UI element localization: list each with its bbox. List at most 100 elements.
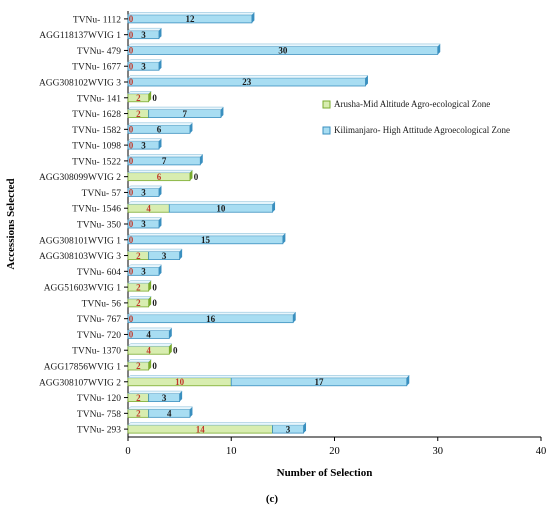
category-label: TVNu- 1582 bbox=[72, 126, 121, 136]
data-label-arusha: 0 bbox=[129, 330, 134, 340]
data-label-kilimanjaro: 3 bbox=[141, 30, 146, 40]
bar-top-face bbox=[127, 43, 441, 47]
bar-side-face bbox=[179, 249, 183, 260]
category-label: TVNu- 1628 bbox=[72, 110, 121, 120]
category-label: TVNu- 141 bbox=[77, 94, 121, 104]
data-label-arusha: 0 bbox=[129, 156, 134, 166]
legend: Arusha-Mid Altitude Agro-ecological Zone… bbox=[322, 99, 510, 135]
data-label-kilimanjaro: 30 bbox=[278, 46, 288, 56]
data-label-arusha: 2 bbox=[136, 361, 141, 371]
bar-side-face bbox=[158, 217, 162, 228]
data-label-kilimanjaro: 3 bbox=[141, 61, 146, 71]
category-label: TVNu- 293 bbox=[77, 426, 121, 436]
plot-area bbox=[127, 11, 541, 438]
category-label: TVNu- 1522 bbox=[72, 157, 121, 167]
bar-top-face bbox=[127, 280, 152, 284]
category-label: TVNu- 1098 bbox=[72, 142, 121, 152]
data-label-arusha: 0 bbox=[129, 61, 134, 71]
data-label-kilimanjaro: 0 bbox=[152, 282, 157, 292]
data-label-kilimanjaro: 4 bbox=[146, 330, 151, 340]
data-label-kilimanjaro: 3 bbox=[141, 267, 146, 277]
data-label-kilimanjaro: 3 bbox=[141, 140, 146, 150]
category-label: AGG308107WVIG 2 bbox=[39, 378, 121, 388]
data-label-arusha: 0 bbox=[129, 125, 134, 135]
bar-top-face bbox=[127, 185, 163, 189]
data-label-arusha: 6 bbox=[157, 172, 162, 182]
data-label-arusha: 2 bbox=[136, 393, 141, 403]
category-label: AGG308101WVIG 1 bbox=[39, 236, 121, 246]
bar-side-face bbox=[158, 28, 162, 39]
data-label-arusha: 0 bbox=[129, 188, 134, 198]
data-label-arusha: 2 bbox=[136, 298, 141, 308]
category-labels-group: TVNu- 1112 AGG118137WVIG 1 TVNu- 479 TVNu- … bbox=[39, 15, 128, 436]
data-label-kilimanjaro: 0 bbox=[194, 172, 199, 182]
data-label-kilimanjaro: 3 bbox=[286, 424, 291, 434]
data-label-kilimanjaro: 7 bbox=[162, 156, 167, 166]
bar-top-face bbox=[127, 422, 307, 426]
bar-side-face bbox=[179, 391, 183, 402]
data-label-kilimanjaro: 17 bbox=[315, 377, 325, 387]
bar-top-face bbox=[127, 264, 163, 268]
bar-side-face bbox=[200, 154, 203, 165]
data-label-arusha: 0 bbox=[129, 314, 134, 324]
bar-top-face bbox=[127, 327, 173, 331]
legend-swatch-kilimanjaro bbox=[322, 126, 331, 135]
data-label-arusha: 0 bbox=[129, 30, 134, 40]
data-label-arusha: 0 bbox=[129, 46, 134, 56]
x-ticks-group: 0 10 20 30 40 bbox=[125, 437, 546, 457]
data-label-kilimanjaro: 0 bbox=[173, 345, 178, 355]
data-label-arusha: 0 bbox=[129, 140, 134, 150]
category-label: TVNu- 758 bbox=[77, 410, 121, 420]
bar-top-face bbox=[127, 138, 163, 142]
bar-side-face bbox=[148, 280, 152, 292]
category-label: AGG308099WVIG 2 bbox=[39, 173, 121, 183]
category-label: TVNu- 767 bbox=[77, 315, 121, 325]
bar-side-face bbox=[251, 12, 255, 23]
category-label: TVNu- 1546 bbox=[72, 205, 121, 215]
x-axis-title: Number of Selection bbox=[277, 467, 373, 479]
bar-top-face bbox=[127, 201, 276, 205]
category-label: TVNu- 479 bbox=[77, 47, 121, 57]
x-tick-label: 20 bbox=[329, 446, 340, 457]
bar-side-face bbox=[158, 185, 162, 197]
x-tick-label: 40 bbox=[536, 446, 547, 457]
data-label-arusha: 0 bbox=[129, 267, 134, 277]
panel-label: (c) bbox=[266, 493, 279, 505]
data-label-kilimanjaro: 3 bbox=[162, 393, 167, 403]
data-label-arusha: 2 bbox=[136, 109, 141, 119]
category-label: AGG51603WVIG 1 bbox=[44, 284, 122, 294]
bar-side-face bbox=[272, 201, 276, 213]
bar-side-face bbox=[293, 312, 296, 323]
category-label: AGG17856WVIG 1 bbox=[44, 363, 122, 373]
data-label-arusha: 4 bbox=[146, 203, 151, 213]
bar-side-face bbox=[303, 422, 307, 434]
category-label: AGG308102WVIG 3 bbox=[39, 79, 121, 89]
bar-top-face bbox=[127, 406, 194, 410]
data-label-kilimanjaro: 0 bbox=[152, 298, 157, 308]
data-label-kilimanjaro: 16 bbox=[206, 314, 216, 324]
category-label: TVNu- 1370 bbox=[72, 347, 121, 357]
data-label-kilimanjaro: 0 bbox=[152, 93, 157, 103]
x-tick-label: 0 bbox=[125, 446, 130, 457]
bar-side-face bbox=[148, 296, 152, 307]
bar-side-face bbox=[437, 43, 441, 55]
bar-side-face bbox=[189, 122, 193, 134]
category-label: TVNu- 57 bbox=[82, 189, 122, 199]
bar-top-face bbox=[127, 122, 194, 126]
data-label-arusha: 0 bbox=[129, 77, 134, 87]
data-label-kilimanjaro: 3 bbox=[141, 188, 146, 198]
legend-label-kilimanjaro: Kilimanjaro- High Attitude Agroecologica… bbox=[334, 125, 510, 135]
x-tick-label: 30 bbox=[433, 446, 444, 457]
category-label: TVNu- 56 bbox=[82, 299, 122, 309]
legend-swatch-arusha bbox=[322, 100, 331, 109]
data-label-kilimanjaro: 3 bbox=[162, 251, 167, 261]
data-label-arusha: 14 bbox=[196, 424, 206, 434]
bar-top-face bbox=[127, 106, 225, 110]
bar-top-face bbox=[127, 375, 410, 379]
data-label-kilimanjaro: 15 bbox=[201, 235, 211, 245]
data-label-kilimanjaro: 10 bbox=[216, 203, 226, 213]
bar-side-face bbox=[158, 264, 162, 276]
category-label: TVNu- 350 bbox=[77, 221, 121, 231]
data-label-arusha: 0 bbox=[129, 14, 134, 24]
